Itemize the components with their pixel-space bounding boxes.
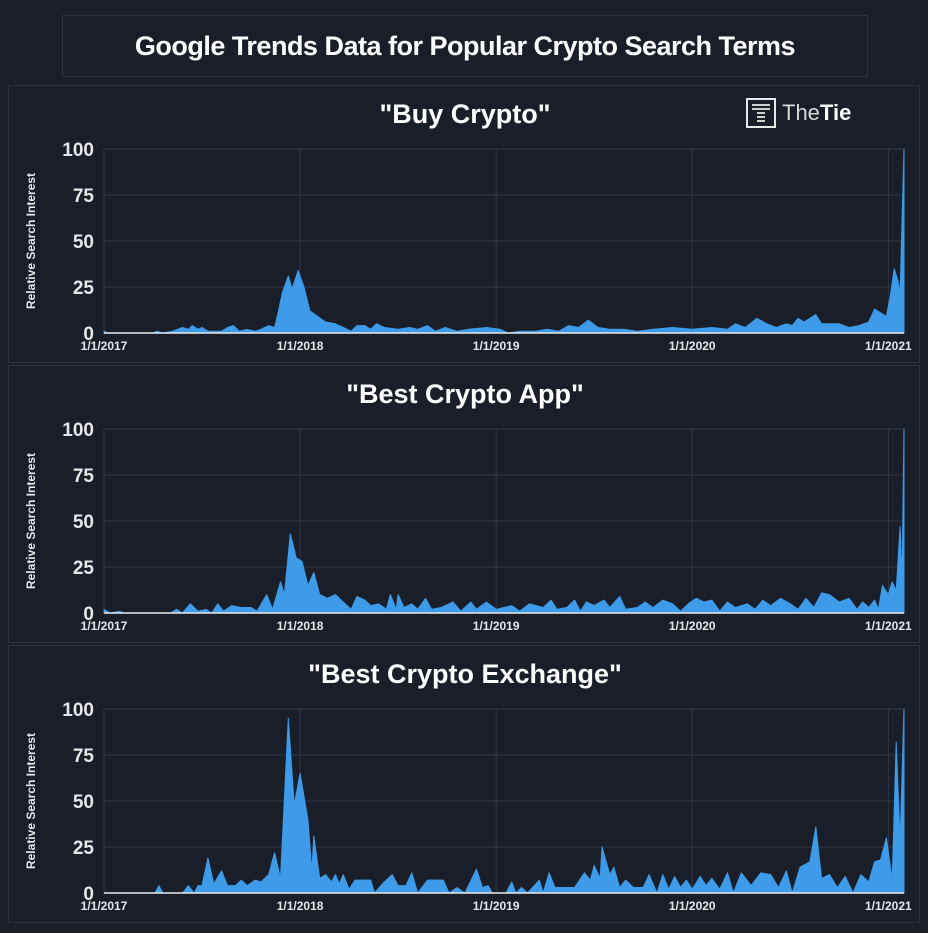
y-tick-label: 75 [73, 746, 95, 767]
chart-title: "Buy Crypto" [379, 99, 550, 129]
y-tick-label: 0 [83, 884, 94, 905]
y-tick-label: 25 [73, 838, 95, 859]
x-tick-label: 1/1/2019 [473, 899, 520, 913]
x-tick-label: 1/1/2017 [81, 899, 128, 913]
y-tick-label: 100 [62, 420, 94, 441]
x-tick-label: 1/1/2017 [81, 339, 128, 353]
y-tick-label: 50 [73, 232, 94, 253]
x-tick-label: 1/1/2018 [277, 339, 324, 353]
x-tick-label: 1/1/2021 [865, 899, 912, 913]
y-axis-label: Relative Search Interest [24, 733, 38, 869]
x-tick-label: 1/1/2019 [473, 619, 520, 633]
y-tick-label: 25 [73, 278, 95, 299]
y-axis-label: Relative Search Interest [24, 173, 38, 309]
y-tick-label: 100 [62, 140, 94, 161]
thetie-logo-icon [746, 98, 776, 128]
x-tick-label: 1/1/2020 [669, 339, 716, 353]
chart-best-crypto-app: "Best Crypto App" 0 25 50 75 100 1/1/2017 1/1/2… [24, 379, 912, 633]
x-tick-label: 1/1/2018 [277, 899, 324, 913]
chart-title: "Best Crypto Exchange" [308, 659, 622, 689]
chart-panel-best-crypto-exchange: "Best Crypto Exchange" 0 25 50 75 100 1/1/2017… [8, 645, 920, 923]
x-tick-label: 1/1/2018 [277, 619, 324, 633]
y-tick-label: 25 [73, 558, 95, 579]
chart-buy-crypto: "Buy Crypto" 0 25 50 75 100 1/1/2017 1/1/2018 1/… [24, 99, 912, 353]
chart-title: "Best Crypto App" [346, 379, 584, 409]
y-tick-label: 75 [73, 186, 95, 207]
x-tick-label: 1/1/2019 [473, 339, 520, 353]
y-tick-label: 50 [73, 792, 94, 813]
x-tick-label: 1/1/2020 [669, 619, 716, 633]
chart-panel-best-crypto-app: "Best Crypto App" 0 25 50 75 100 1/1/2017 1/1/2… [8, 365, 920, 643]
y-tick-label: 100 [62, 700, 94, 721]
x-tick-label: 1/1/2021 [865, 619, 912, 633]
y-axis-label: Relative Search Interest [24, 453, 38, 589]
chart-panel-buy-crypto: "Buy Crypto" 0 25 50 75 100 1/1/2017 1/1/2018 1/… [8, 85, 920, 363]
y-tick-label: 0 [83, 604, 94, 625]
y-tick-label: 75 [73, 466, 95, 487]
y-tick-label: 0 [83, 324, 94, 345]
y-tick-label: 50 [73, 512, 94, 533]
x-tick-label: 1/1/2017 [81, 619, 128, 633]
x-tick-label: 1/1/2021 [865, 339, 912, 353]
chart-best-crypto-exchange: "Best Crypto Exchange" 0 25 50 75 100 1/1/2017… [24, 659, 912, 913]
main-title-box: Google Trends Data for Popular Crypto Se… [62, 15, 868, 77]
thetie-logo-text: TheTie [782, 100, 852, 125]
x-tick-label: 1/1/2020 [669, 899, 716, 913]
main-title: Google Trends Data for Popular Crypto Se… [134, 30, 796, 61]
thetie-logo: TheTie [746, 98, 851, 128]
